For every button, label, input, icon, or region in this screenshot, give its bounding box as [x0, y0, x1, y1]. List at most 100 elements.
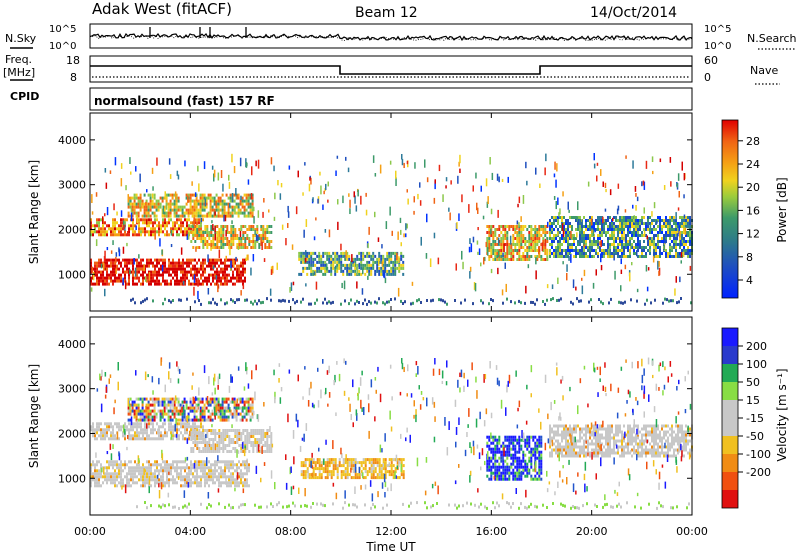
data-cell	[461, 251, 463, 260]
data-cell	[373, 476, 375, 479]
data-cell	[166, 215, 168, 218]
data-cell	[92, 463, 94, 466]
data-cell	[609, 225, 611, 228]
data-cell	[198, 234, 200, 237]
data-cell	[144, 410, 146, 413]
data-cell	[669, 252, 671, 255]
data-cell	[98, 283, 100, 286]
data-cell	[144, 437, 146, 440]
data-cell	[491, 269, 493, 273]
data-cell	[264, 444, 266, 447]
data-cell	[321, 473, 323, 476]
data-cell	[619, 243, 621, 246]
data-cell	[244, 407, 246, 410]
freq-label-line2: [MHz]	[3, 66, 35, 79]
data-cell	[222, 268, 224, 271]
data-cell	[138, 410, 140, 413]
data-cell	[406, 224, 408, 229]
data-cell	[585, 243, 587, 246]
data-cell	[152, 422, 154, 425]
data-cell	[102, 277, 104, 280]
data-cell	[220, 416, 222, 419]
data-cell	[374, 212, 376, 217]
data-cell	[198, 425, 200, 428]
data-cell	[222, 203, 224, 206]
data-cell	[182, 224, 184, 227]
data-cell	[144, 233, 146, 236]
data-cell	[123, 247, 125, 254]
data-cell	[172, 227, 174, 230]
data-cell	[110, 170, 112, 174]
data-cell	[651, 228, 653, 231]
data-cell	[375, 173, 377, 177]
data-cell	[303, 476, 305, 479]
data-cell	[236, 484, 238, 487]
data-cell	[162, 475, 164, 478]
data-cell	[162, 259, 164, 262]
data-cell	[214, 302, 216, 305]
data-cell	[300, 301, 302, 304]
data-cell	[516, 240, 518, 243]
data-cell	[152, 203, 154, 206]
data-cell	[508, 225, 510, 228]
data-cell	[232, 283, 234, 286]
data-cell	[330, 302, 332, 305]
data-cell	[112, 265, 114, 268]
data-cell	[240, 407, 242, 410]
data-cell	[174, 227, 176, 230]
data-cell	[172, 259, 174, 262]
data-cell	[673, 219, 675, 222]
data-cell	[124, 233, 126, 236]
data-cell	[298, 255, 300, 258]
data-cell	[170, 407, 172, 410]
data-cell	[198, 212, 200, 215]
data-cell	[208, 475, 210, 478]
data-cell	[162, 221, 164, 224]
data-cell	[248, 463, 250, 466]
data-cell	[340, 261, 342, 264]
data-cell	[534, 225, 536, 228]
data-cell	[131, 213, 133, 222]
data-cell	[204, 231, 206, 234]
data-cell	[348, 168, 350, 173]
data-cell	[184, 398, 186, 401]
data-cell	[492, 243, 494, 246]
data-cell	[112, 280, 114, 283]
data-cell	[150, 259, 152, 262]
data-cell	[180, 425, 182, 428]
data-cell	[579, 252, 581, 255]
data-cell	[597, 163, 599, 166]
data-cell	[144, 215, 146, 218]
data-cell	[216, 225, 218, 228]
data-cell	[242, 262, 244, 265]
data-cell	[236, 469, 238, 472]
data-cell	[250, 398, 252, 401]
data-cell	[530, 301, 532, 304]
data-cell	[134, 481, 136, 484]
data-cell	[520, 243, 522, 246]
data-cell	[346, 270, 348, 273]
data-cell	[190, 481, 192, 484]
data-cell	[376, 267, 378, 270]
data-cell	[382, 261, 384, 266]
data-cell	[194, 275, 196, 283]
data-cell	[494, 228, 496, 231]
data-cell	[603, 252, 605, 255]
data-cell	[186, 431, 188, 434]
data-cell	[200, 303, 202, 306]
data-cell	[240, 280, 242, 283]
data-cell	[202, 259, 204, 262]
data-cell	[220, 203, 222, 206]
data-cell	[246, 478, 248, 481]
data-cell	[204, 416, 206, 419]
data-cell	[525, 286, 527, 294]
data-cell	[254, 438, 256, 441]
data-cell	[567, 240, 569, 243]
data-cell	[434, 233, 436, 239]
data-cell	[386, 270, 388, 273]
data-cell	[544, 231, 546, 234]
data-cell	[96, 221, 98, 224]
data-cell	[232, 441, 234, 444]
data-cell	[629, 219, 631, 222]
data-cell	[170, 398, 172, 401]
